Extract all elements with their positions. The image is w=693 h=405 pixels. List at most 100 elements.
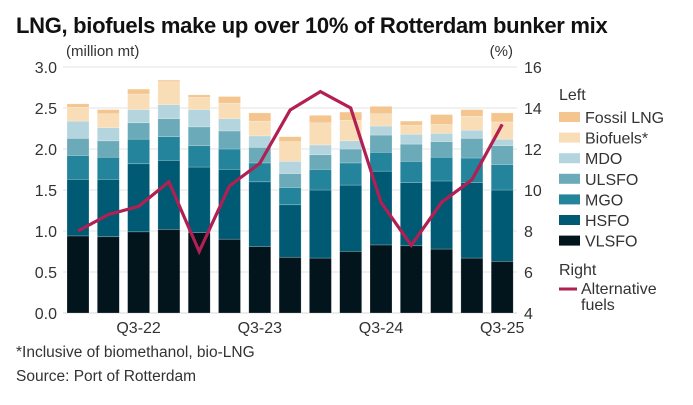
bar-segment-fossil-lng bbox=[339, 111, 363, 121]
legend-label: fuels bbox=[581, 297, 615, 314]
legend-swatch bbox=[559, 235, 580, 246]
bar-segment-ulsfo bbox=[490, 145, 514, 165]
bar-segment-vlsfo bbox=[218, 238, 241, 314]
bar-segment-biofuels bbox=[248, 120, 272, 137]
bar-segment-vlsfo bbox=[430, 248, 453, 314]
bar-segment-mdo bbox=[187, 109, 211, 128]
bar-segment-vlsfo bbox=[339, 251, 363, 314]
bar-segment-mdo bbox=[460, 129, 484, 139]
x-tick-label: Q3-23 bbox=[238, 320, 283, 337]
bar-segment-hsfo bbox=[97, 179, 120, 238]
bar-segment-mgo bbox=[187, 145, 211, 168]
bar-segment-ulsfo bbox=[309, 154, 332, 170]
bar-segment-biofuels bbox=[399, 124, 423, 135]
legend-label: MDO bbox=[585, 151, 622, 168]
source-note: Source: Port of Rotterdam bbox=[16, 368, 197, 385]
right-tick-label: 8 bbox=[524, 224, 533, 241]
bar-segment-biofuels bbox=[278, 141, 302, 162]
bar-segment-fossil-lng bbox=[66, 103, 90, 108]
bar-segment-fossil-lng bbox=[127, 88, 150, 95]
bar-segment-mgo bbox=[490, 164, 514, 191]
x-tick-label: Q3-24 bbox=[359, 320, 404, 337]
bar-segment-vlsfo bbox=[97, 236, 120, 314]
bar-stack bbox=[339, 111, 363, 314]
bar-segment-vlsfo bbox=[278, 256, 302, 314]
bar-segment-mdo bbox=[309, 144, 332, 156]
bar-segment-ulsfo bbox=[339, 148, 363, 164]
bar-segment-mdo bbox=[278, 161, 302, 174]
bar-segment-fossil-lng bbox=[490, 112, 514, 123]
chart-title: LNG, biofuels make up over 10% of Rotter… bbox=[16, 13, 608, 38]
bar-segment-mdo bbox=[339, 140, 363, 150]
bar-stack bbox=[399, 120, 423, 314]
bar-segment-mgo bbox=[97, 156, 120, 180]
right-tick-label: 6 bbox=[524, 265, 533, 282]
legend-label: Fossil LNG bbox=[585, 110, 664, 127]
bar-segment-vlsfo bbox=[309, 257, 332, 314]
bar-segment-vlsfo bbox=[187, 232, 211, 314]
line-series bbox=[77, 89, 504, 256]
left-axis-unit: (million mt) bbox=[66, 43, 139, 60]
bar-segment-fossil-lng bbox=[460, 109, 484, 117]
bar-segment-mdo bbox=[218, 118, 241, 132]
bar-stack bbox=[278, 136, 302, 314]
bar-segment-fossil-lng bbox=[157, 79, 181, 83]
bar-segment-mdo bbox=[248, 135, 272, 148]
bar-stack bbox=[66, 103, 90, 314]
left-tick-label: 0.0 bbox=[35, 306, 57, 323]
legend-swatch bbox=[559, 173, 580, 184]
bar-segment-fossil-lng bbox=[218, 96, 241, 104]
bar-segment-ulsfo bbox=[157, 118, 181, 138]
bar-segment-vlsfo bbox=[157, 229, 181, 314]
bar-segment-ulsfo bbox=[127, 122, 150, 140]
bar-stack bbox=[97, 109, 120, 314]
bar-segment-mdo bbox=[66, 120, 90, 139]
bar-stack bbox=[157, 79, 181, 314]
legend: Left Fossil LNG Biofuels* MDO ULSFO MGO HSFO VL… bbox=[559, 87, 664, 314]
bar-segment-mgo bbox=[66, 155, 90, 180]
bar-stack bbox=[248, 112, 272, 314]
bar-segment-mgo bbox=[278, 187, 302, 206]
bar-segment-mgo bbox=[309, 169, 332, 191]
bar-segment-mdo bbox=[157, 104, 181, 119]
x-tick-label: Q3-25 bbox=[480, 320, 525, 337]
bar-segment-mgo bbox=[248, 162, 272, 183]
bar-segment-mdo bbox=[127, 109, 150, 124]
bar-segment-hsfo bbox=[460, 182, 484, 259]
right-tick-label: 12 bbox=[524, 142, 542, 159]
bar-segment-fossil-lng bbox=[187, 94, 211, 98]
bar-segment-fossil-lng bbox=[430, 114, 453, 125]
bar-segment-mgo bbox=[127, 138, 150, 165]
bar-segment-mgo bbox=[157, 136, 181, 161]
bar-segment-vlsfo bbox=[460, 257, 484, 314]
bar-segment-biofuels bbox=[157, 81, 181, 106]
legend-label: MGO bbox=[585, 192, 623, 209]
bar-segment-vlsfo bbox=[369, 244, 393, 314]
bar-segment-ulsfo bbox=[66, 138, 90, 156]
right-tick-label: 4 bbox=[524, 306, 533, 323]
legend-label: ULSFO bbox=[585, 172, 638, 189]
bar-segment-vlsfo bbox=[399, 245, 423, 314]
bar-stack bbox=[490, 112, 514, 314]
bar-segment-mgo bbox=[218, 148, 241, 170]
legend-swatch bbox=[559, 215, 580, 225]
bar-segment-fossil-lng bbox=[399, 120, 423, 126]
bar-segment-hsfo bbox=[157, 160, 181, 230]
bar-segment-biofuels bbox=[66, 106, 90, 122]
bar-segment-vlsfo bbox=[248, 246, 272, 314]
legend-heading-right: Right bbox=[559, 262, 597, 279]
bar-segment-ulsfo bbox=[399, 143, 423, 162]
bar-segment-fossil-lng bbox=[278, 136, 302, 142]
bar-segment-vlsfo bbox=[66, 235, 90, 314]
bar-stack bbox=[460, 109, 484, 314]
bar-stack bbox=[309, 115, 332, 314]
footnote: *Inclusive of biomethanol, bio-LNG bbox=[16, 344, 255, 361]
bar-segment-mgo bbox=[339, 162, 363, 186]
bar-segment-biofuels bbox=[369, 113, 393, 127]
bar-segment-vlsfo bbox=[490, 261, 514, 314]
bar-segment-mgo bbox=[460, 157, 484, 183]
bar-segment-fossil-lng bbox=[248, 112, 272, 122]
bar-segment-mgo bbox=[369, 151, 393, 172]
left-tick-label: 3.0 bbox=[35, 60, 57, 77]
bar-segment-biofuels bbox=[218, 102, 241, 119]
